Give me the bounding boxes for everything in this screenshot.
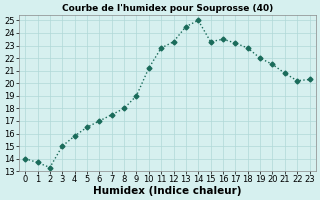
Title: Courbe de l'humidex pour Souprosse (40): Courbe de l'humidex pour Souprosse (40) (62, 4, 273, 13)
X-axis label: Humidex (Indice chaleur): Humidex (Indice chaleur) (93, 186, 242, 196)
